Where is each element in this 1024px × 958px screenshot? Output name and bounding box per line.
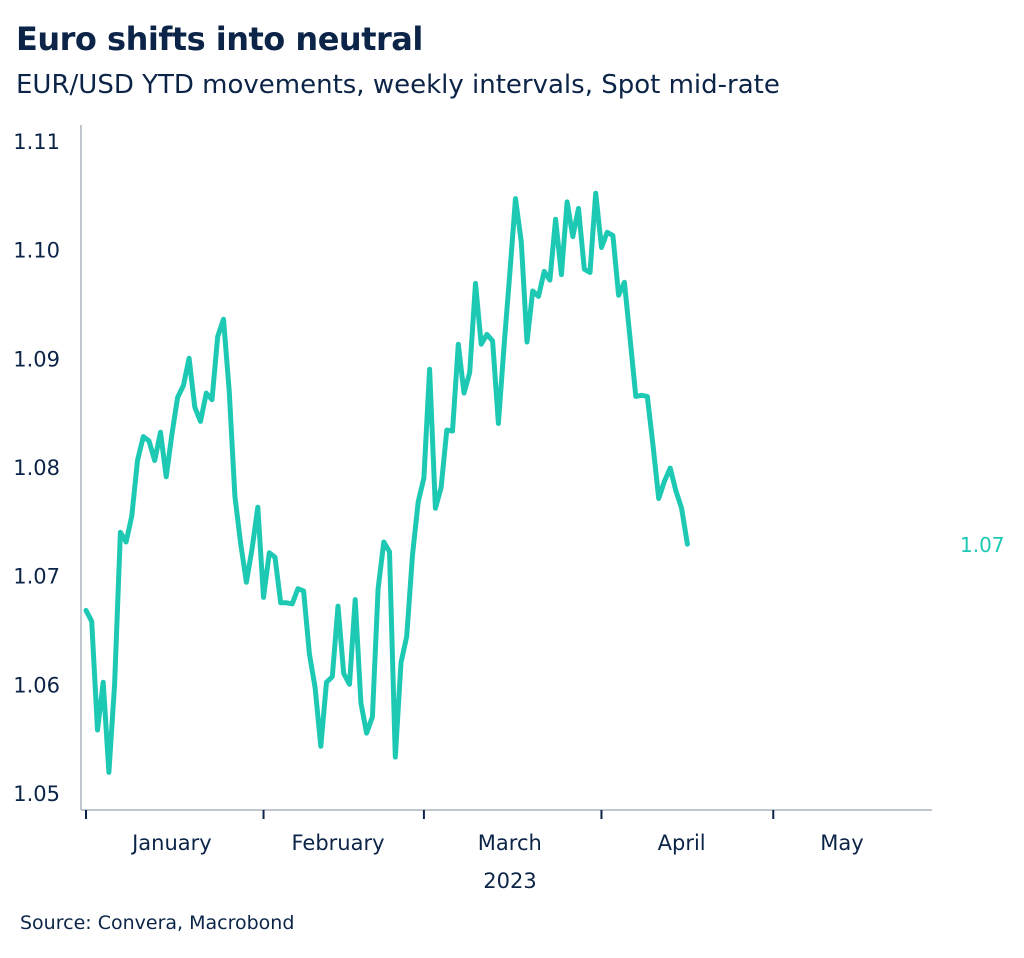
y-axis-ticks: 1.05 1.06 1.07 1.08 1.09 1.10 1.11 <box>13 125 82 810</box>
y-tick-label: 1.05 <box>13 782 60 806</box>
x-tick-label: April <box>658 831 706 855</box>
chart-subtitle: EUR/USD YTD movements, weekly intervals,… <box>16 70 780 100</box>
data-labels: 1.07 <box>960 533 1005 557</box>
y-tick-label: 1.11 <box>13 130 60 154</box>
end-value-label: 1.07 <box>960 533 1005 557</box>
x-tick-label: May <box>820 831 863 855</box>
y-tick-label: 1.08 <box>13 456 60 480</box>
y-tick-label: 1.10 <box>13 239 60 263</box>
series-line <box>83 190 690 775</box>
x-tick-label: January <box>130 831 212 855</box>
x-tick-label: February <box>291 831 384 855</box>
x-axis: January February March April May 2023 <box>81 809 932 893</box>
y-tick-label: 1.06 <box>13 673 60 697</box>
x-tick-label: March <box>478 831 542 855</box>
x-axis-title: 2023 <box>483 869 536 893</box>
chart-title: Euro shifts into neutral <box>16 20 423 58</box>
y-tick-label: 1.09 <box>13 347 60 371</box>
source-note: Source: Convera, Macrobond <box>20 912 295 934</box>
series-group <box>83 190 690 775</box>
y-tick-label: 1.07 <box>13 565 60 589</box>
